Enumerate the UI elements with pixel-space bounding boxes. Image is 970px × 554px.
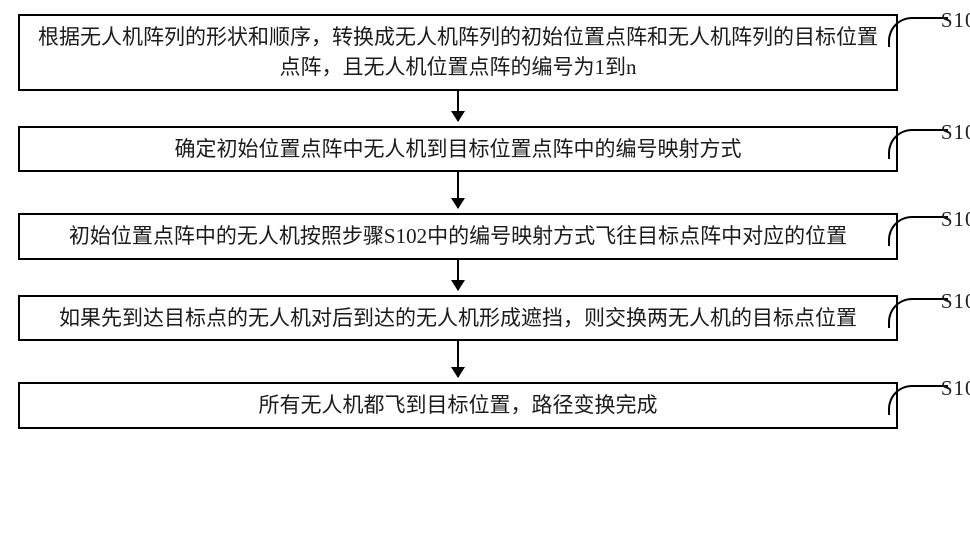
step-s103: 初始位置点阵中的无人机按照步骤S102中的编号映射方式飞往目标点阵中对应的位置S… [18,213,952,259]
step-box: 确定初始位置点阵中无人机到目标位置点阵中的编号映射方式 [18,126,898,172]
step-box: 根据无人机阵列的形状和顺序，转换成无人机阵列的初始位置点阵和无人机阵列的目标位置… [18,14,898,91]
step-box: 初始位置点阵中的无人机按照步骤S102中的编号映射方式飞往目标点阵中对应的位置 [18,213,898,259]
step-s102: 确定初始位置点阵中无人机到目标位置点阵中的编号映射方式S102 [18,126,952,172]
arrow-wrap [18,341,898,382]
arrowhead-icon [451,367,465,378]
arrow-wrap [18,91,898,126]
arrowhead-icon [451,280,465,291]
step-s104: 如果先到达目标点的无人机对后到达的无人机形成遮挡，则交换两无人机的目标点位置S1… [18,295,952,341]
step-s101: 根据无人机阵列的形状和顺序，转换成无人机阵列的初始位置点阵和无人机阵列的目标位置… [18,14,952,91]
arrow-down-icon [457,172,459,208]
flowchart-container: 根据无人机阵列的形状和顺序，转换成无人机阵列的初始位置点阵和无人机阵列的目标位置… [18,14,952,429]
arrowhead-icon [451,198,465,209]
step-s105: 所有无人机都飞到目标位置，路径变换完成S105 [18,382,952,428]
label-connector [888,298,948,328]
arrowhead-icon [451,111,465,122]
step-box: 如果先到达目标点的无人机对后到达的无人机形成遮挡，则交换两无人机的目标点位置 [18,295,898,341]
arrow-wrap [18,172,898,213]
step-label: S105 [941,376,970,401]
label-connector [888,17,948,47]
step-label: S104 [941,289,970,314]
step-label: S102 [941,120,970,145]
arrow-down-icon [457,91,459,121]
label-connector [888,385,948,415]
label-connector [888,129,948,159]
arrow-wrap [18,260,898,295]
step-label: S103 [941,207,970,232]
arrow-down-icon [457,341,459,377]
arrow-down-icon [457,260,459,290]
step-box: 所有无人机都飞到目标位置，路径变换完成 [18,382,898,428]
label-connector [888,216,948,246]
step-label: S101 [941,8,970,33]
